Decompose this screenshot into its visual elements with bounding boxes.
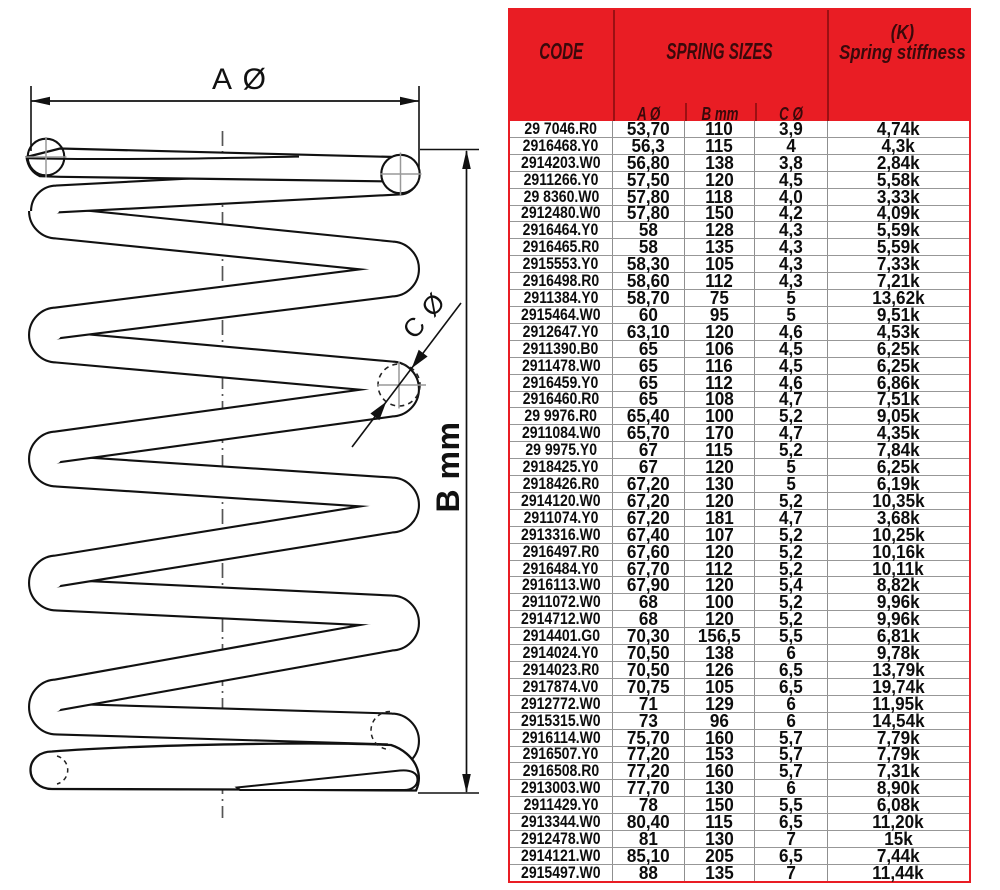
svg-text:A Ø: A Ø xyxy=(212,63,268,96)
svg-text:B mm: B mm xyxy=(430,422,466,513)
svg-text:C Ø: C Ø xyxy=(396,286,452,344)
